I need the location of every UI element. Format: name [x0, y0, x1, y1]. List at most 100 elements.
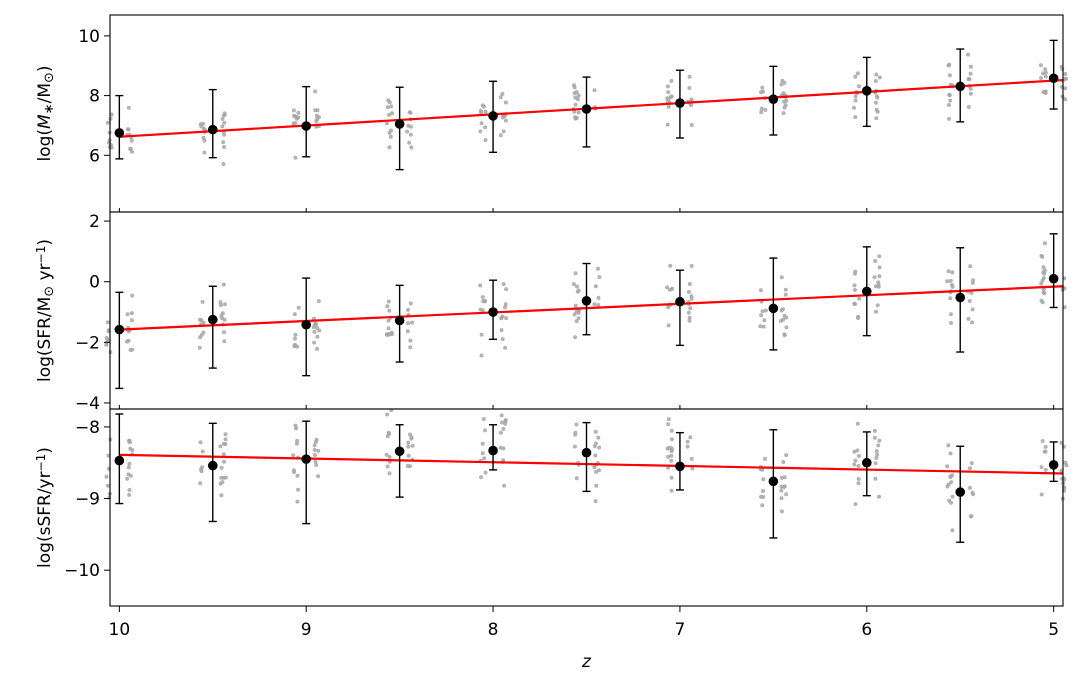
- scatter-point: [947, 73, 952, 78]
- scatter-point: [223, 437, 228, 442]
- scatter-point: [783, 103, 788, 108]
- y-tick-label: 2: [89, 212, 100, 232]
- scatter-point: [291, 121, 296, 126]
- x-tick-label: 8: [488, 620, 499, 640]
- scatter-point: [873, 259, 878, 263]
- scatter-point: [576, 93, 581, 98]
- scatter-point: [781, 317, 786, 322]
- scatter-point: [872, 428, 877, 433]
- scatter-point: [480, 295, 485, 300]
- scatter-point: [385, 105, 390, 110]
- y-tick-label: −10: [64, 561, 100, 581]
- scatter-point: [312, 340, 317, 345]
- scatter-point: [685, 439, 690, 444]
- scatter-point: [782, 332, 787, 337]
- scatter-point: [313, 323, 318, 327]
- y-axis-label-part: yr: [35, 263, 55, 285]
- scatter-point: [968, 91, 973, 96]
- y-axis-label-part: ): [35, 65, 55, 72]
- scatter-point: [315, 346, 319, 351]
- scatter-point: [689, 264, 694, 268]
- scatter-point: [501, 282, 506, 287]
- scatter-point: [480, 308, 485, 313]
- scatter-point: [293, 155, 298, 160]
- scatter-point: [201, 320, 206, 325]
- scatter-point: [313, 453, 317, 457]
- scatter-point: [573, 303, 578, 308]
- y-axis-label-part: ): [35, 447, 55, 454]
- scatter-point: [669, 458, 674, 463]
- scatter-point: [410, 443, 415, 448]
- scatter-point: [968, 71, 973, 76]
- scatter-point: [1063, 86, 1068, 91]
- scatter-point: [758, 288, 763, 293]
- scatter-point: [574, 476, 579, 481]
- scatter-point: [761, 89, 765, 94]
- scatter-point: [129, 138, 134, 143]
- scatter-point: [1043, 74, 1048, 79]
- y-axis-label-part: M: [35, 114, 55, 129]
- scatter-point: [576, 316, 581, 321]
- scatter-point: [950, 270, 955, 275]
- scatter-point: [875, 303, 880, 308]
- scatter-point: [478, 283, 483, 288]
- scatter-point: [316, 299, 321, 304]
- scatter-point: [501, 129, 506, 134]
- scatter-point: [761, 489, 765, 493]
- scatter-point: [852, 462, 857, 467]
- y-axis-label-part: log(sSFR/yr: [35, 471, 55, 568]
- scatter-point: [875, 452, 880, 457]
- scatter-point: [945, 464, 950, 469]
- scatter-point: [1038, 63, 1043, 68]
- scatter-point: [669, 437, 674, 442]
- scatter-point: [130, 293, 135, 298]
- scatter-point: [779, 488, 784, 493]
- scatter-point: [293, 332, 298, 337]
- scatter-point: [877, 265, 882, 270]
- x-tick-label: 10: [109, 620, 131, 640]
- scatter-point: [388, 134, 393, 139]
- scatter-point: [108, 116, 113, 121]
- scatter-point: [1039, 253, 1044, 258]
- scatter-point: [200, 449, 205, 454]
- scatter-point: [689, 456, 694, 461]
- scatter-point: [853, 98, 858, 103]
- y-axis-label-sfr: log(SFR/M⊙ yr−1): [34, 239, 57, 382]
- scatter-point: [763, 456, 767, 461]
- mean-point: [861, 457, 872, 468]
- scatter-point: [295, 499, 300, 504]
- scatter-point: [1043, 67, 1048, 72]
- scatter-point: [295, 438, 300, 443]
- scatter-point: [669, 488, 674, 493]
- scatter-point: [291, 453, 296, 458]
- scatter-point: [199, 467, 203, 472]
- scatter-point: [949, 321, 953, 325]
- scatter-point: [669, 428, 674, 433]
- scatter-point: [1041, 90, 1046, 94]
- scatter-point: [405, 329, 410, 334]
- scatter-point: [856, 454, 861, 458]
- y-axis-label-part: −1: [34, 246, 48, 264]
- mean-point: [1048, 460, 1059, 470]
- y-tick-label: 8: [89, 87, 100, 107]
- scatter-point: [316, 474, 321, 479]
- scatter-point: [483, 109, 488, 114]
- scatter-point: [313, 459, 318, 464]
- fit-line-sfr: [119, 285, 1064, 331]
- scatter-point: [574, 309, 579, 314]
- scatter-point: [386, 332, 391, 337]
- x-axis: 10 9 8 7 6 5 z: [109, 620, 1060, 672]
- scatter-point: [593, 499, 598, 504]
- mean-point: [861, 86, 872, 96]
- y-axis-label-part: ⊙: [42, 72, 57, 83]
- scatter-point: [572, 91, 577, 96]
- scatter-point: [872, 435, 877, 440]
- mean-point: [955, 81, 966, 92]
- scatter-point: [219, 475, 224, 480]
- scatter-point: [948, 474, 953, 479]
- mean-point: [768, 94, 779, 104]
- x-tick-label: 6: [861, 620, 872, 640]
- scatter-point: [406, 307, 410, 312]
- scatter-point: [968, 64, 973, 69]
- scatter-point: [947, 93, 952, 98]
